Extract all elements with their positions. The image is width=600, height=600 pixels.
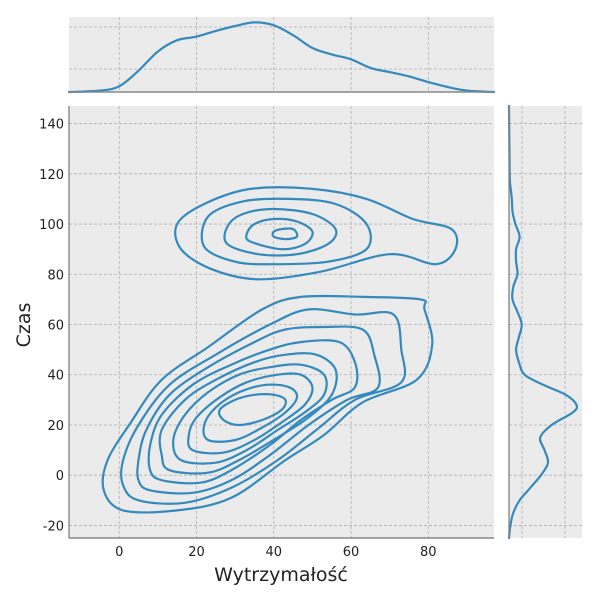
kde-contour-line — [217, 393, 287, 427]
kde-contour-line — [120, 308, 407, 505]
kde-contour-line — [271, 227, 299, 241]
marginal-y-background — [509, 106, 582, 538]
joint-plot-background — [69, 106, 494, 538]
y-tick-labels: -20 0 20 40 60 80 100 120 140 — [39, 118, 64, 535]
kde-contour-line — [245, 217, 314, 251]
kde-contour-line — [147, 339, 359, 485]
marginal-x-panel — [67, 17, 496, 94]
kde-contour-line — [172, 363, 328, 465]
marginal-y-density-curve — [507, 104, 579, 540]
x-tick-label: 0 — [115, 545, 123, 560]
joint-plot-panel: 0 20 40 60 80 -20 0 20 40 60 80 100 120 140 — [39, 106, 494, 560]
y-tick-label: 60 — [47, 319, 64, 334]
kde-contour-line — [202, 383, 299, 443]
marginal-x-density-curve — [67, 21, 496, 94]
y-axis-title: Czas — [13, 303, 35, 348]
kde-contour-line — [200, 197, 372, 266]
y-tick-label: 0 — [56, 469, 64, 484]
marginal-y-panel — [507, 104, 582, 540]
x-tick-label: 20 — [188, 545, 205, 560]
y-tick-label: 140 — [39, 118, 64, 133]
x-tick-label: 40 — [265, 545, 282, 560]
kde-contours — [101, 186, 459, 514]
y-tick-label: 40 — [47, 369, 64, 384]
y-tick-label: 80 — [47, 268, 64, 283]
kde-contour-line — [101, 294, 434, 514]
y-tick-label: 120 — [39, 168, 64, 183]
y-tick-label: 20 — [47, 419, 64, 434]
x-axis-title: Wytrzymałość — [214, 564, 348, 586]
y-tick-label: -20 — [43, 519, 64, 534]
x-tick-label: 80 — [420, 545, 437, 560]
y-tick-label: 100 — [39, 218, 64, 233]
x-tick-label: 60 — [343, 545, 360, 560]
kde-contour-line — [174, 186, 459, 281]
x-tick-labels: 0 20 40 60 80 — [115, 545, 437, 560]
kde-contour-line — [136, 325, 381, 495]
kde-contour-line — [223, 207, 338, 257]
kde-contour-line — [158, 352, 338, 475]
kde-contour-line — [187, 372, 314, 455]
